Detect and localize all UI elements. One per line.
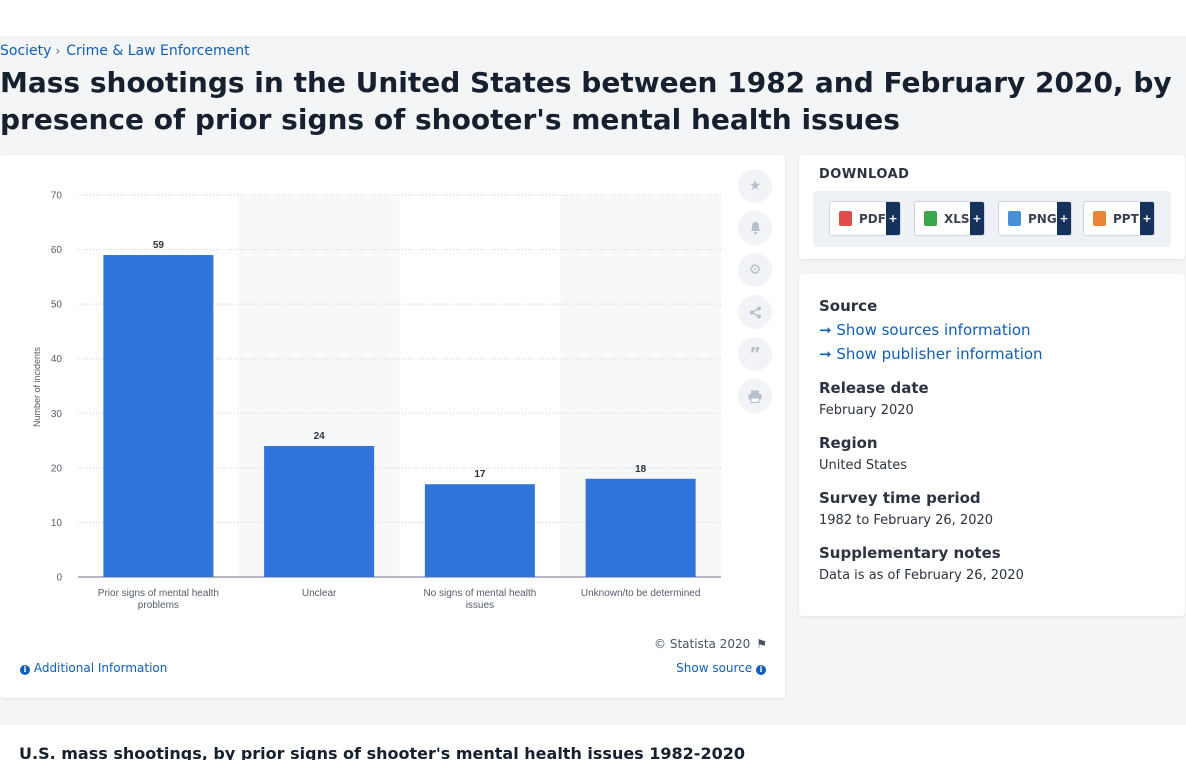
- additional-info-link[interactable]: i Additional Information: [20, 661, 167, 675]
- download-pdf-label: PDF: [859, 211, 886, 226]
- release-date-value: February 2020: [819, 403, 914, 418]
- download-png-label: PNG: [1028, 211, 1057, 226]
- flag-icon[interactable]: ⚑: [756, 637, 767, 651]
- data-label: 17: [474, 469, 486, 480]
- arrow-right-icon: ➞: [819, 345, 832, 363]
- breadcrumb: Society › Crime & Law Enforcement: [0, 43, 250, 59]
- chevron-right-icon: ›: [55, 44, 61, 58]
- x-tick-label: Unknown/to be determined: [581, 588, 701, 599]
- copyright-text: © Statista 2020: [654, 637, 751, 651]
- pdf-file-icon: [839, 211, 852, 226]
- y-tick-label: 30: [51, 409, 63, 420]
- breadcrumb-crime-law[interactable]: Crime & Law Enforcement: [66, 43, 250, 59]
- plus-icon: +: [970, 202, 984, 235]
- release-date-label: Release date: [819, 379, 929, 397]
- show-sources-link[interactable]: ➞ Show sources information: [819, 321, 1031, 339]
- region-label: Region: [819, 434, 878, 452]
- xls-file-icon: [924, 211, 937, 226]
- y-tick-label: 20: [51, 463, 63, 474]
- print-icon[interactable]: [738, 379, 772, 413]
- breadcrumb-society[interactable]: Society: [0, 43, 52, 59]
- y-tick-label: 40: [51, 354, 63, 365]
- show-source-label: Show source: [676, 661, 753, 675]
- supplementary-notes-value: Data is as of February 26, 2020: [819, 568, 1024, 583]
- png-file-icon: [1008, 211, 1021, 226]
- star-icon[interactable]: ★: [738, 169, 772, 203]
- y-tick-label: 10: [51, 518, 63, 529]
- show-source-link[interactable]: Show source i: [676, 661, 766, 675]
- source-label: Source: [819, 297, 878, 315]
- download-pdf-button[interactable]: PDF +: [829, 201, 901, 236]
- x-tick-label: Prior signs of mental health: [98, 588, 219, 599]
- download-xls-button[interactable]: XLS +: [914, 201, 985, 236]
- download-xls-label: XLS: [944, 211, 970, 226]
- survey-period-value: 1982 to February 26, 2020: [819, 513, 994, 528]
- bar-chart: 0 10 20 30 40 50 60 70 Number of incidents 59 Prio…: [32, 191, 721, 611]
- y-tick-label: 0: [56, 573, 62, 584]
- bar: [264, 446, 375, 577]
- description-section: U.S. mass shootings, by prior signs of s…: [0, 725, 1186, 760]
- statistic-info-card: Source ➞ Show sources information ➞ Show…: [799, 274, 1185, 616]
- top-bar: [0, 0, 1186, 36]
- region-value: United States: [819, 458, 908, 473]
- info-icon: i: [20, 665, 30, 675]
- x-tick-label: problems: [138, 600, 179, 611]
- bell-icon[interactable]: [738, 211, 772, 245]
- plus-icon: +: [1140, 202, 1154, 235]
- y-axis-label: Number of incidents: [32, 346, 42, 427]
- download-ppt-label: PPT: [1113, 211, 1139, 226]
- copyright: © Statista 2020 ⚑: [654, 637, 767, 651]
- data-label: 59: [153, 240, 165, 251]
- survey-period-label: Survey time period: [819, 489, 981, 507]
- download-card: DOWNLOAD PDF + XLS + PNG + PPT +: [799, 155, 1185, 259]
- download-png-button[interactable]: PNG +: [998, 201, 1072, 236]
- share-icon[interactable]: [738, 295, 772, 329]
- y-tick-label: 70: [51, 191, 63, 202]
- page-title: Mass shootings in the United States betw…: [0, 66, 1172, 136]
- bar: [424, 484, 535, 577]
- y-tick-label: 50: [51, 300, 63, 311]
- ppt-file-icon: [1093, 211, 1106, 226]
- supplementary-notes-label: Supplementary notes: [819, 544, 1001, 562]
- data-label: 18: [635, 464, 647, 475]
- plus-icon: +: [1057, 202, 1071, 235]
- y-tick-label: 60: [51, 245, 63, 256]
- chart-tools: ★ ⚙ ”: [738, 169, 772, 421]
- additional-info-label: Additional Information: [33, 661, 168, 675]
- bar: [103, 255, 214, 577]
- show-sources-label: Show sources information: [836, 321, 1031, 339]
- download-title: DOWNLOAD: [819, 167, 910, 182]
- quote-icon[interactable]: ”: [738, 337, 772, 371]
- x-tick-label: Unclear: [302, 588, 337, 599]
- x-tick-label: issues: [466, 600, 494, 611]
- chart-card: 0 10 20 30 40 50 60 70 Number of incidents 59 Prio…: [0, 155, 785, 698]
- data-label: 24: [314, 431, 326, 442]
- gear-icon[interactable]: ⚙: [738, 253, 772, 287]
- show-publisher-link[interactable]: ➞ Show publisher information: [819, 345, 1043, 363]
- x-tick-label: No signs of mental health: [423, 588, 536, 599]
- description-title: U.S. mass shootings, by prior signs of s…: [19, 744, 745, 760]
- bar: [585, 478, 696, 577]
- arrow-right-icon: ➞: [819, 321, 832, 339]
- plus-icon: +: [886, 202, 900, 235]
- download-ppt-button[interactable]: PPT +: [1083, 201, 1155, 236]
- show-publisher-label: Show publisher information: [836, 345, 1043, 363]
- download-buttons: PDF + XLS + PNG + PPT +: [813, 191, 1171, 247]
- info-icon: i: [756, 665, 766, 675]
